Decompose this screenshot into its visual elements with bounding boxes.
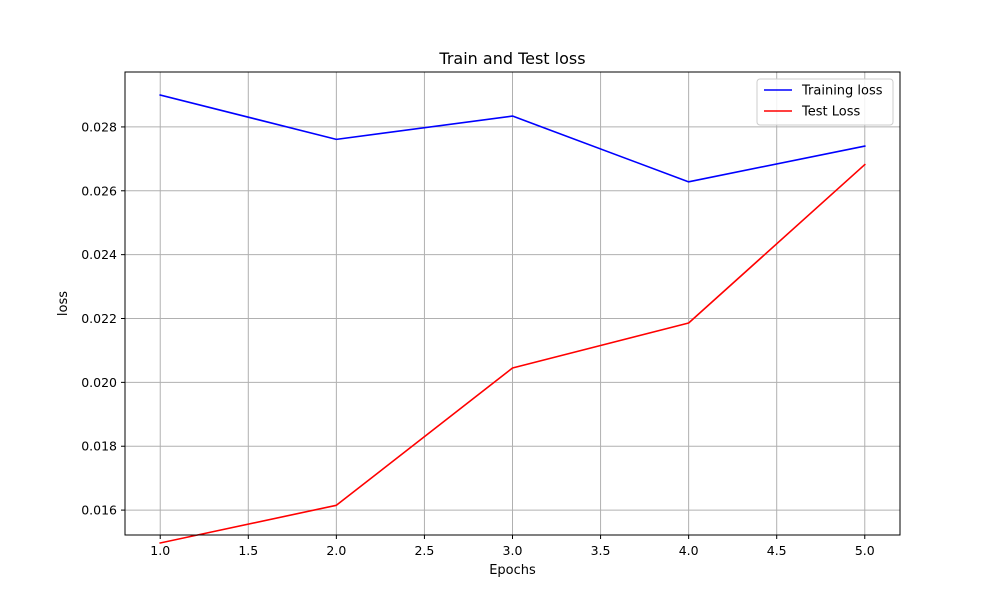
y-tick-label: 0.024 xyxy=(81,247,117,262)
series-line-1 xyxy=(159,163,866,544)
x-tick-label: 5.0 xyxy=(855,543,875,558)
x-axis-ticks: 1.0 1.5 2.0 2.5 3.0 3.5 4.0 4.5 5.0 xyxy=(150,535,875,558)
y-tick-label: 0.022 xyxy=(81,311,117,326)
x-tick-label: 2.5 xyxy=(414,543,434,558)
x-tick-label: 3.0 xyxy=(503,543,523,558)
legend: Training loss Test Loss xyxy=(756,78,894,126)
y-axis-label: loss xyxy=(56,291,71,316)
y-tick-label: 0.016 xyxy=(81,503,117,518)
y-axis-ticks: 0.016 0.018 0.020 0.022 0.024 0.026 0.028 xyxy=(81,119,125,518)
y-tick-label: 0.020 xyxy=(81,375,117,390)
x-axis-label: Epochs xyxy=(489,563,536,578)
x-tick-label: 4.0 xyxy=(679,543,699,558)
x-tick-label: 1.0 xyxy=(150,543,170,558)
y-tick-label: 0.028 xyxy=(81,119,117,134)
y-tick-label: 0.018 xyxy=(81,439,117,454)
x-tick-label: 2.0 xyxy=(326,543,346,558)
x-tick-label: 4.5 xyxy=(767,543,787,558)
x-tick-label: 1.5 xyxy=(238,543,258,558)
y-tick-label: 0.026 xyxy=(81,183,117,198)
legend-label: Test Loss xyxy=(801,105,860,120)
series-lines xyxy=(159,94,866,544)
x-tick-label: 3.5 xyxy=(591,543,611,558)
series-line-0 xyxy=(159,94,866,183)
chart-title: Train and Test loss xyxy=(438,49,585,68)
grid-lines xyxy=(125,72,900,535)
legend-label: Training loss xyxy=(801,84,883,99)
